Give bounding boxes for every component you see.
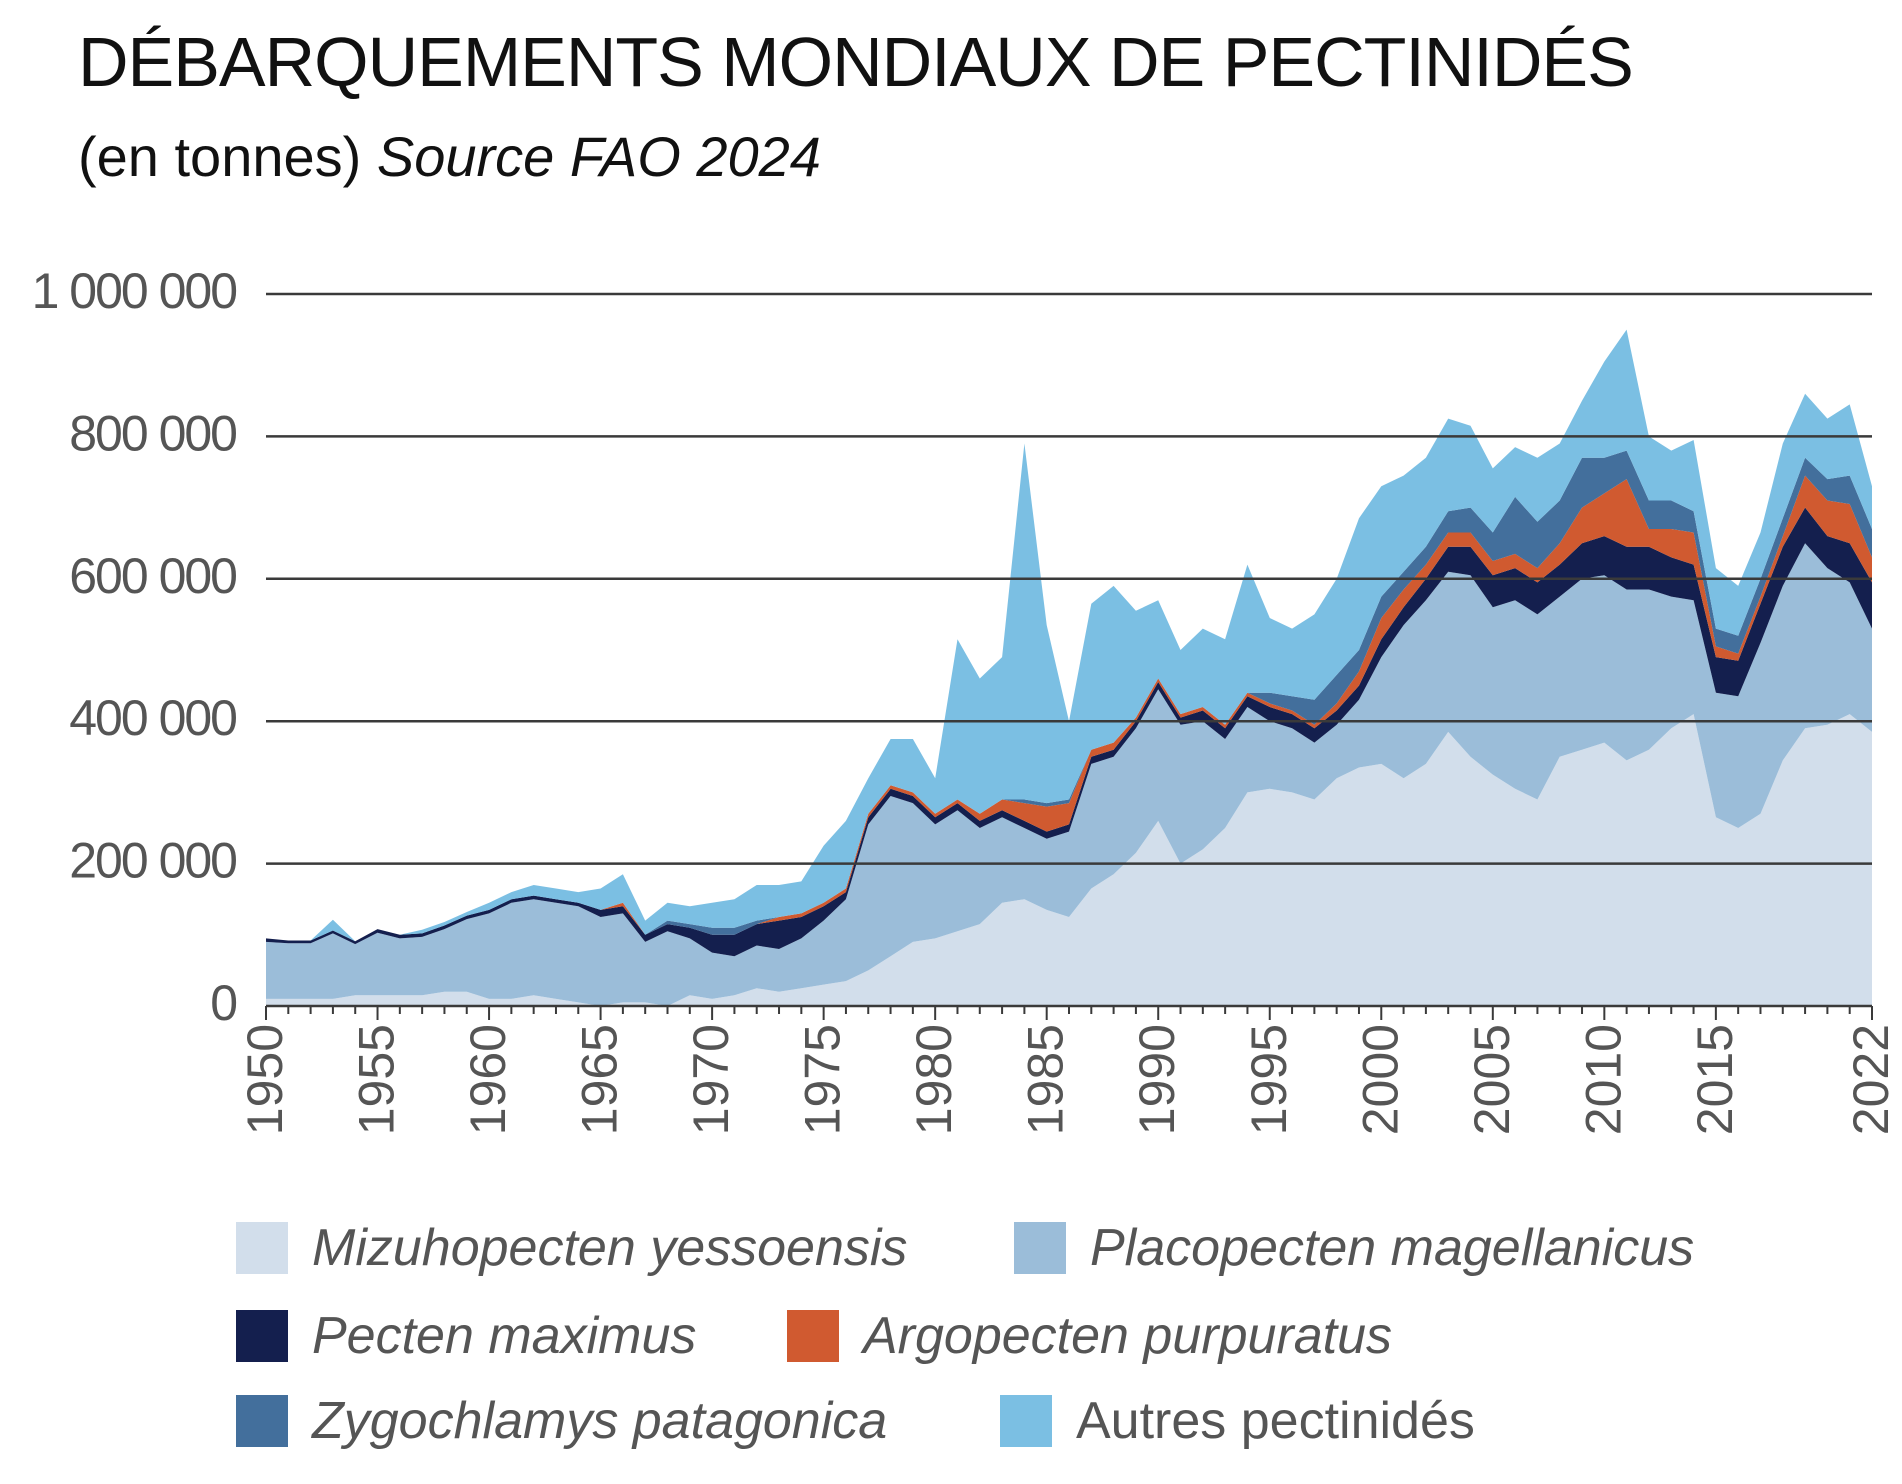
- legend-label: Argopecten purpuratus: [863, 1307, 1393, 1365]
- x-tick-label: 2022: [1843, 1024, 1899, 1135]
- legend-label: Zygochlamys patagonica: [312, 1392, 888, 1450]
- area-mizuhopecten-yessoensis: [266, 714, 1872, 1006]
- x-tick-label: 2005: [1464, 1024, 1520, 1135]
- subtitle-unit: (en tonnes): [78, 125, 362, 188]
- y-tick-label: 600 000: [69, 548, 236, 604]
- legend-item-pecten-maximus: Pecten maximus: [236, 1306, 696, 1366]
- legend-item-argopecten: Argopecten purpuratus: [787, 1306, 1392, 1366]
- legend-label: Autres pectinidés: [1076, 1392, 1475, 1450]
- area-autres-pectinid-s: [266, 329, 1872, 942]
- y-tick-label: 0: [210, 975, 236, 1031]
- y-tick-label: 1 000 000: [32, 263, 237, 319]
- x-tick-label: 2000: [1352, 1024, 1408, 1135]
- chart-subtitle: (en tonnes) Source FAO 2024: [78, 124, 821, 189]
- legend-label: Pecten maximus: [312, 1307, 697, 1365]
- legend-item-zygochlamys: Zygochlamys patagonica: [236, 1391, 887, 1451]
- gridlines: [266, 292, 1872, 865]
- legend-item-autres: Autres pectinidés: [1000, 1391, 1475, 1451]
- x-tick-label: 2015: [1687, 1024, 1743, 1135]
- x-tick-label: 1965: [572, 1024, 628, 1135]
- y-tick-label: 800 000: [69, 405, 236, 461]
- legend-swatch: [1000, 1395, 1052, 1447]
- legend-label: Placopecten magellanicus: [1090, 1219, 1695, 1277]
- subtitle-source: Source FAO 2024: [376, 125, 821, 188]
- legend-item-placopecten: Placopecten magellanicus: [1014, 1218, 1694, 1278]
- x-tick-label: 1970: [683, 1024, 739, 1135]
- legend-label: Mizuhopecten yessoensis: [312, 1219, 908, 1277]
- y-axis-tick-labels: 0 200 000 400 000 600 000 800 000 1 000 000: [32, 263, 239, 1031]
- area-placopecten-magellanicus: [266, 543, 1872, 1006]
- legend-swatch: [1014, 1222, 1066, 1274]
- legend-item-mizuhopecten: Mizuhopecten yessoensis: [236, 1218, 907, 1278]
- x-axis: 1950 1955 1960 1965 1970 1975 1980 1985 1990 1995…: [237, 1004, 1899, 1135]
- legend-swatch: [236, 1310, 288, 1362]
- chart-title: DÉBARQUEMENTS MONDIAUX DE PECTINIDÉS: [78, 23, 1634, 101]
- legend-swatch: [787, 1310, 839, 1362]
- x-tick-label: 1980: [906, 1024, 962, 1135]
- y-tick-label: 400 000: [69, 690, 236, 746]
- x-tick-label: 1990: [1129, 1024, 1185, 1135]
- legend-swatch: [236, 1395, 288, 1447]
- area-layers: [266, 329, 1872, 1006]
- x-tick-label: 1950: [237, 1024, 293, 1135]
- x-tick-label: 1960: [460, 1024, 516, 1135]
- x-tick-label: 1995: [1241, 1024, 1297, 1135]
- x-tick-label: 1975: [795, 1024, 851, 1135]
- x-tick-label: 1985: [1018, 1024, 1074, 1135]
- legend-swatch: [236, 1222, 288, 1274]
- x-tick-label: 2010: [1575, 1024, 1631, 1135]
- y-tick-label: 200 000: [69, 833, 236, 889]
- x-tick-label: 1955: [349, 1024, 405, 1135]
